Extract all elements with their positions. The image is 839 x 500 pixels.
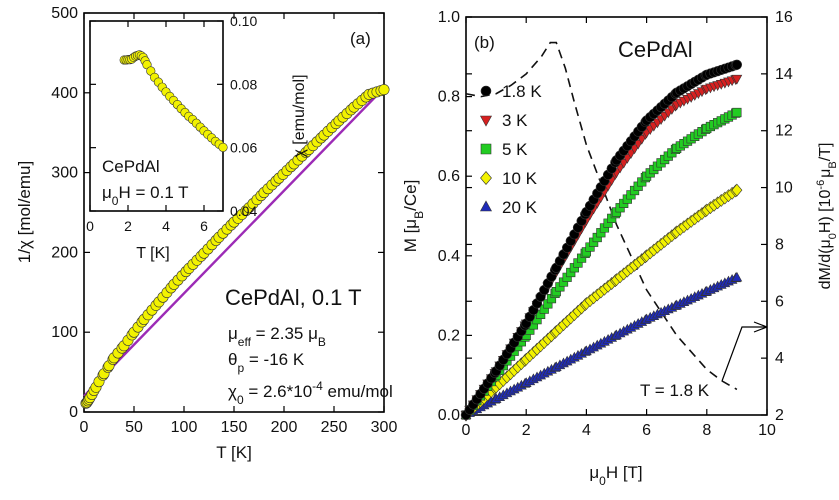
series-point (731, 59, 743, 70)
panel-a-xtick-label: 300 (371, 419, 398, 436)
panel-a-xtick-label: 50 (125, 419, 143, 436)
panel-a-points (80, 84, 390, 409)
panel-b-frame (465, 16, 768, 416)
panel-b-points (460, 59, 743, 422)
legend-marker (480, 85, 492, 97)
panel-a-ytick-label: 400 (51, 85, 78, 102)
inset-frame (89, 20, 224, 212)
panel-a-label: (a) (350, 29, 371, 48)
panel-b-ytick-label: 0.2 (438, 327, 460, 344)
panel-b-label: (b) (474, 33, 495, 52)
panel-b-right-ytick-label: 14 (775, 66, 793, 83)
panel-a-ytick-label: 300 (51, 165, 78, 182)
inset-ytick-label: 0.08 (230, 76, 257, 92)
panel-a-ylabel: 1/χ [mol/emu] (15, 161, 34, 263)
inset-ytick-label: 0.06 (230, 140, 257, 156)
inset-ytick-label: 0.04 (230, 203, 257, 219)
panel-a-ticks: 0 50 100 150 200 250 300 0 100 200 300 400 500 (51, 5, 397, 436)
fit-line (83, 87, 385, 397)
legend-label: 3 K (502, 111, 528, 130)
series-point (731, 183, 743, 197)
derivative-curve (465, 41, 738, 391)
legend-label: 1.8 K (502, 82, 542, 101)
panel-a-mu-eff: μeff = 2.35 μB (228, 324, 326, 349)
inset-ticks: 0 2 4 6 0.04 0.06 0.08 0.10 (86, 13, 257, 234)
legend-label: 5 K (502, 140, 528, 159)
panel-a-xlabel: T [K] (216, 443, 252, 462)
panel-b-right-ytick-label: 16 (775, 9, 793, 26)
panel-b-ytick-label: 0.0 (438, 407, 460, 424)
derivative-label: T = 1.8 K (640, 381, 710, 400)
legend: 1.8 K 3 K 5 K 10 K 20 K (479, 82, 542, 217)
inset-xlabel: T [K] (136, 245, 170, 262)
series-point (731, 271, 743, 282)
legend-label: 10 K (502, 169, 538, 188)
inset-xtick-label: 2 (124, 218, 132, 234)
panel-b-right-ytick-label: 10 (775, 180, 793, 197)
panel-a-ytick-label: 0 (69, 404, 78, 421)
inset-field-label: μ0H = 0.1 T (102, 183, 189, 208)
panel-b-xlabel: μ0H [T] (589, 463, 642, 488)
panel-b-right-ytick-label: 12 (775, 123, 793, 140)
panel-a-xtick-label: 250 (321, 419, 348, 436)
legend-marker (479, 200, 493, 212)
panel-b-xtick-label: 8 (702, 422, 711, 439)
panel-a-fit-line (83, 87, 385, 397)
inset-chart: 0 2 4 6 0.04 0.06 0.08 0.10 T [K] χ [emu/mol] C… (86, 13, 308, 262)
panel-a-xtick-label: 150 (221, 419, 248, 436)
panel-b-ytick-label: 0.6 (438, 168, 460, 185)
panel-a-ytick-label: 100 (51, 324, 78, 341)
panel-b-ytick-label: 0.4 (438, 248, 460, 265)
legend-marker (480, 171, 492, 185)
right-axis-arrow (721, 326, 767, 382)
legend-label: 20 K (502, 198, 538, 217)
panel-b-xtick-label: 4 (582, 422, 591, 439)
legend-marker (479, 115, 493, 127)
panel-b-ytick-label: 0.8 (438, 89, 460, 106)
right-axis-arrowhead (753, 321, 768, 333)
inset-xtick-label: 4 (162, 218, 170, 234)
panel-a-ytick-label: 200 (51, 244, 78, 261)
series-point (731, 74, 743, 85)
panel-a-xtick-label: 0 (80, 419, 89, 436)
data-point (378, 84, 390, 96)
panel-b-title: CePdAl (618, 37, 693, 62)
legend-marker (480, 143, 492, 155)
panel-b-xtick-label: 6 (642, 422, 651, 439)
derivative-line (465, 41, 738, 391)
panel-a-ytick-label: 500 (51, 5, 78, 22)
panel-a-xtick-label: 200 (271, 419, 298, 436)
panel-b-right-ytick-label: 2 (775, 407, 784, 424)
series-point (732, 107, 742, 118)
panel-b-xtick-label: 2 (522, 422, 531, 439)
panel-a: (a) 0 50 100 150 200 250 300 0 100 200 300 400 500 T… (15, 5, 397, 462)
inset-points (119, 50, 228, 152)
inset-xtick-label: 6 (200, 218, 208, 234)
panel-a-theta: θp = -16 K (228, 350, 305, 375)
panel-b-right-ytick-label: 6 (775, 293, 784, 310)
inset-background (90, 21, 223, 211)
panel-b-right-ytick-label: 4 (775, 350, 784, 367)
panel-a-chi0: χ0 = 2.6*10-4 emu/mol (228, 379, 393, 407)
inset-xtick-label: 0 (86, 218, 94, 234)
panel-b-ylabel-right: dM/d(μ0H) [10-6μB/T] (815, 143, 839, 290)
inset-ylabel: χ [emu/mol] (291, 74, 308, 157)
inset-compound-label: CePdAl (102, 157, 160, 176)
panel-b-ticks: 0 2 4 6 8 10 0.0 0.2 0.4 0.6 0.8 1.0 2 4 6 8 10 12 14 16 (438, 9, 793, 439)
panel-b-xtick-label: 0 (462, 422, 471, 439)
inset-ytick-label: 0.10 (230, 13, 257, 29)
panel-b-xtick-label: 10 (758, 422, 776, 439)
inset-point (218, 142, 228, 152)
panel-a-xtick-label: 100 (171, 419, 198, 436)
panel-b: (b) CePdAl 0 2 4 6 8 10 0.0 0.2 0.4 0.6 0.8 1.0 2 4 6 8… (401, 9, 839, 488)
panel-b-right-ytick-label: 8 (775, 236, 784, 253)
panel-b-ytick-label: 1.0 (438, 9, 460, 26)
panel-b-ylabel-left: M [μB/Ce] (401, 180, 426, 253)
panel-a-title: CePdAl, 0.1 T (225, 285, 362, 310)
